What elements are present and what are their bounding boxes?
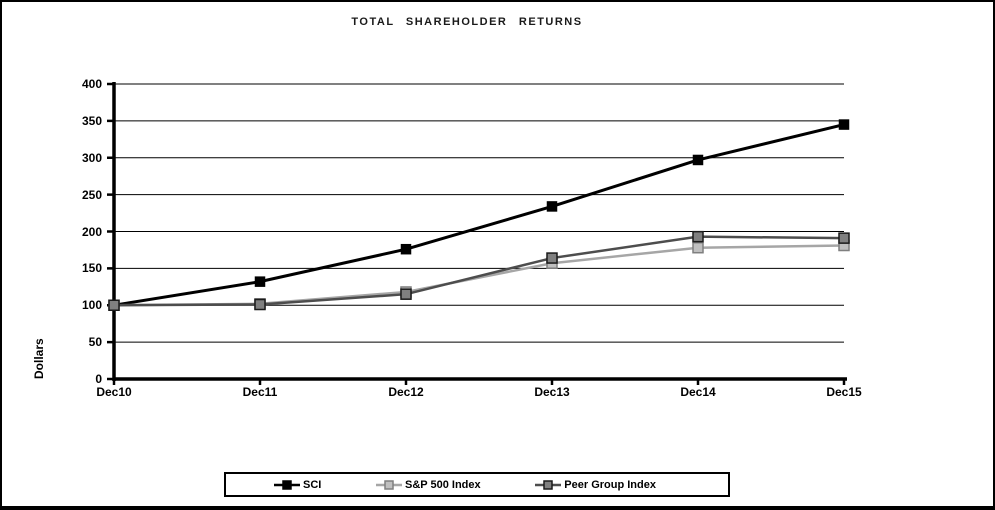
y-tick-label: 400 (81, 77, 102, 91)
y-tick-label: 250 (81, 187, 102, 202)
data-point-marker (692, 230, 704, 243)
series-line-sci (113, 123, 845, 307)
data-point-marker (546, 252, 558, 264)
y-tick-label: 300 (81, 150, 102, 165)
chart-legend: SCI S&P 500 Index Peer Group Index (224, 472, 730, 497)
data-point-marker (254, 298, 266, 311)
legend-item-label: S&P 500 Index (405, 478, 481, 491)
chart-title: TOTAL SHAREHOLDER RETURNS (351, 16, 583, 28)
x-tick-label: Dec11 (242, 385, 278, 399)
y-tick-label: 350 (81, 113, 102, 128)
y-tick-label: 0 (95, 372, 102, 386)
x-tick-label: Dec14 (680, 385, 716, 399)
data-point-marker (546, 201, 558, 212)
legend-item-label: SCI (303, 478, 322, 491)
x-tick-label: Dec10 (96, 385, 132, 399)
legend-item-s-p-500-index: S&P 500 Index (376, 479, 481, 491)
y-tick-label: 50 (88, 335, 102, 350)
data-point-marker (838, 119, 850, 130)
legend-line-marker-icon (376, 479, 402, 490)
legend-item-label: Peer Group Index (564, 478, 656, 491)
legend-line-marker-icon (274, 479, 300, 490)
data-point-marker (108, 299, 120, 311)
y-tick-label: 100 (81, 298, 102, 313)
x-tick-label: Dec13 (534, 385, 570, 399)
data-point-marker (838, 232, 850, 244)
legend-line-marker-icon (535, 479, 562, 490)
data-point-marker (692, 241, 704, 254)
x-tick-label: Dec12 (388, 385, 424, 399)
data-point-marker (254, 276, 266, 287)
series-line-peer-group-index (113, 235, 845, 307)
data-point-marker (400, 288, 412, 300)
x-tick-label: Dec15 (826, 385, 862, 399)
data-point-marker (692, 154, 704, 166)
y-tick-label: 150 (81, 261, 102, 276)
legend-item-sci: SCI (274, 479, 321, 491)
legend-item-peer-group-index: Peer Group Index (535, 479, 656, 491)
data-point-marker (400, 243, 412, 255)
y-tick-label: 200 (81, 224, 102, 239)
